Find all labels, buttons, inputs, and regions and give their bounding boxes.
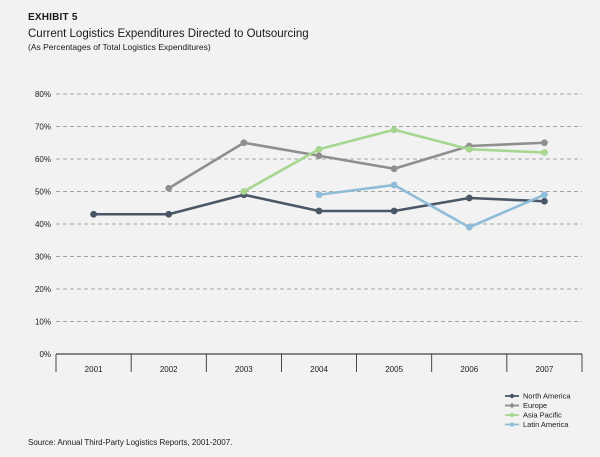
x-tick-label: 2005	[385, 365, 403, 374]
legend-swatch-marker	[509, 403, 515, 408]
y-tick-label: 10%	[35, 318, 51, 327]
data-point-north-america	[315, 207, 323, 215]
data-point-asia-pacific	[315, 145, 323, 153]
legend-swatch-marker	[509, 422, 515, 427]
data-point-europe	[240, 139, 248, 147]
legend-label: Latin America	[523, 420, 569, 429]
x-tick-label: 2007	[536, 365, 554, 374]
data-point-europe	[165, 184, 173, 192]
data-point-europe	[315, 152, 323, 160]
legend-item-latin-america: Latin America	[505, 420, 569, 429]
series-line-europe	[168, 141, 545, 190]
data-point-north-america	[90, 210, 97, 218]
legend-item-asia-pacific: Asia Pacific	[505, 411, 562, 420]
x-tick-label: 2004	[310, 365, 328, 374]
data-point-north-america	[465, 194, 473, 202]
y-tick-label: 30%	[35, 253, 51, 262]
y-tick-label: 20%	[35, 285, 51, 294]
y-tick-label: 60%	[35, 155, 51, 164]
data-point-europe	[541, 139, 548, 147]
legend-swatch-marker	[509, 393, 515, 399]
y-tick-label: 70%	[35, 123, 51, 132]
data-point-europe	[390, 165, 398, 173]
x-tick-label: 2003	[235, 365, 253, 374]
data-point-latin-america	[315, 191, 323, 199]
legend-label: North America	[523, 392, 571, 401]
y-axis-ticks: 0% 10% 20% 30% 40% 50% 60% 70% 80%	[35, 90, 51, 359]
chart-title: Current Logistics Expenditures Directed …	[28, 28, 309, 40]
legend-label: Europe	[523, 401, 547, 410]
x-tick-label: 2002	[160, 365, 178, 374]
x-tick-label: 2006	[460, 365, 478, 374]
series-lines	[90, 126, 548, 231]
x-axis: 2001 2002 2003 2004 2005 2006 2007	[55, 353, 583, 374]
series-europe	[165, 139, 548, 192]
y-tick-label: 50%	[35, 188, 51, 197]
y-tick-label: 0%	[39, 350, 51, 359]
data-point-latin-america	[541, 191, 548, 199]
data-point-asia-pacific	[541, 149, 548, 156]
source-note: Source: Annual Third-Party Logistics Rep…	[28, 438, 233, 447]
data-point-north-america	[390, 207, 398, 215]
series-asia-pacific	[240, 126, 548, 195]
y-tick-label: 80%	[35, 90, 51, 99]
y-tick-label: 40%	[35, 220, 51, 229]
series-latin-america	[315, 181, 548, 231]
chart-subtitle: (As Percentages of Total Logistics Expen…	[28, 42, 211, 52]
x-tick-label: 2001	[85, 365, 103, 374]
data-point-latin-america	[390, 181, 398, 189]
data-point-latin-america	[465, 223, 473, 231]
legend-item-north-america: North America	[505, 392, 571, 401]
legend-label: Asia Pacific	[523, 411, 562, 420]
legend-swatch-marker	[509, 412, 515, 418]
data-point-north-america	[165, 210, 173, 218]
data-point-north-america	[541, 197, 548, 205]
data-point-asia-pacific	[240, 188, 248, 195]
series-line-latin-america	[318, 183, 545, 229]
exhibit-label: EXHIBIT 5	[28, 12, 78, 23]
data-point-asia-pacific	[390, 126, 398, 134]
data-point-asia-pacific	[465, 145, 473, 153]
legend-item-europe: Europe	[505, 401, 547, 410]
